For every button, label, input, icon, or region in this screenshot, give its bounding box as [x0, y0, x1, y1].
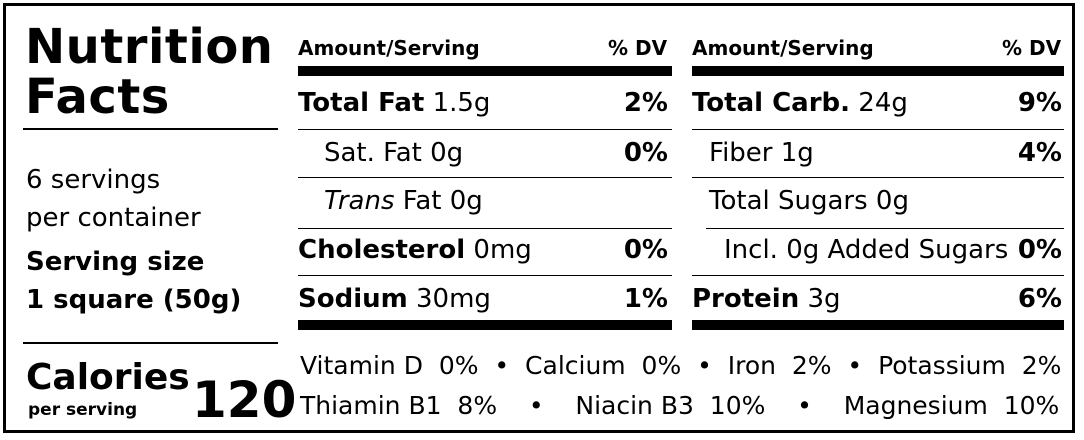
left-row-divider-3 — [298, 228, 672, 229]
nutrition-label: Nutrition Facts 6 servings per container… — [3, 3, 1075, 433]
total-carb-dv: 9% — [1017, 88, 1062, 118]
added-sugars-dv: 0% — [1017, 235, 1062, 265]
row-sodium: Sodium 30mg — [298, 282, 491, 316]
total-sugars-name: Total Sugars — [709, 186, 868, 216]
left-thick-bottom — [298, 320, 672, 330]
total-fat-dv: 2% — [623, 88, 668, 118]
serving-size: Serving size 1 square (50g) — [26, 243, 241, 319]
fiber-dv: 4% — [1017, 138, 1062, 168]
row-fiber: Fiber 1g — [709, 136, 814, 170]
row-total-carb: Total Carb. 24g — [692, 86, 908, 120]
servings-line-1: 6 servings — [26, 165, 161, 195]
right-thick-bottom — [692, 320, 1064, 330]
sat-fat-amount: 0g — [430, 138, 464, 168]
serving-size-value: 1 square (50g) — [26, 285, 242, 315]
row-total-sugars: Total Sugars 0g — [709, 184, 909, 218]
servings-line-2: per container — [26, 203, 201, 233]
row-added-sugars: Incl. 0g Added Sugars — [724, 233, 1008, 267]
vitamins-line-1: Vitamin D 0% • Calcium 0% • Iron 2% • Po… — [300, 351, 1062, 380]
sat-fat-dv: 0% — [623, 138, 668, 168]
sodium-dv: 1% — [623, 284, 668, 314]
trans-fat-amount: 0g — [449, 186, 483, 216]
left-row-divider-2 — [298, 177, 672, 178]
row-trans-fat: Trans Fat 0g — [324, 184, 483, 218]
title-divider — [23, 128, 278, 130]
servings-per-container: 6 servings per container — [26, 161, 201, 237]
vitamins-line-2: Thiamin B1 8% • Niacin B3 10% • Magnesiu… — [300, 391, 1060, 420]
sat-fat-name: Sat. Fat — [324, 138, 422, 168]
left-header-amount: Amount/Serving — [298, 36, 480, 60]
right-row-divider-4 — [692, 275, 1064, 276]
right-thick-top — [692, 66, 1064, 76]
left-header-dv: % DV — [608, 36, 668, 60]
row-cholesterol: Cholesterol 0mg — [298, 233, 532, 267]
sodium-amount: 30mg — [415, 284, 491, 314]
left-thick-top — [298, 66, 672, 76]
protein-amount: 3g — [807, 284, 841, 314]
right-row-divider-3 — [706, 228, 1064, 229]
right-header-amount: Amount/Serving — [692, 36, 874, 60]
cholesterol-amount: 0mg — [473, 235, 532, 265]
total-sugars-amount: 0g — [875, 186, 909, 216]
trans-fat-name: Trans — [324, 186, 395, 216]
added-sugars-name: Incl. 0g Added Sugars — [724, 235, 1009, 265]
title-line-1: Nutrition — [25, 19, 274, 75]
serving-size-label: Serving size — [26, 247, 205, 277]
right-header-dv: % DV — [1002, 36, 1062, 60]
total-carb-amount: 24g — [858, 88, 908, 118]
serving-divider — [23, 342, 278, 344]
right-row-divider-2 — [692, 177, 1064, 178]
fiber-name: Fiber — [709, 138, 773, 168]
left-row-divider-4 — [298, 275, 672, 276]
total-fat-amount: 1.5g — [432, 88, 491, 118]
row-protein: Protein 3g — [692, 282, 841, 316]
total-fat-name: Total Fat — [298, 88, 425, 118]
trans-fat-suffix: Fat — [394, 186, 442, 216]
fiber-amount: 1g — [780, 138, 814, 168]
calories-label: Calories — [26, 357, 190, 398]
sodium-name: Sodium — [298, 284, 408, 314]
calories-per-serving: per serving — [28, 400, 138, 420]
cholesterol-name: Cholesterol — [298, 235, 466, 265]
row-total-fat: Total Fat 1.5g — [298, 86, 490, 120]
protein-name: Protein — [692, 284, 800, 314]
nutrition-facts-title: Nutrition Facts — [25, 22, 273, 122]
row-sat-fat: Sat. Fat 0g — [324, 136, 463, 170]
title-line-2: Facts — [25, 69, 170, 125]
left-row-divider-1 — [298, 129, 672, 130]
right-row-divider-1 — [692, 129, 1064, 130]
calories-value: 120 — [192, 371, 297, 429]
cholesterol-dv: 0% — [623, 235, 668, 265]
protein-dv: 6% — [1017, 284, 1062, 314]
total-carb-name: Total Carb. — [692, 88, 851, 118]
